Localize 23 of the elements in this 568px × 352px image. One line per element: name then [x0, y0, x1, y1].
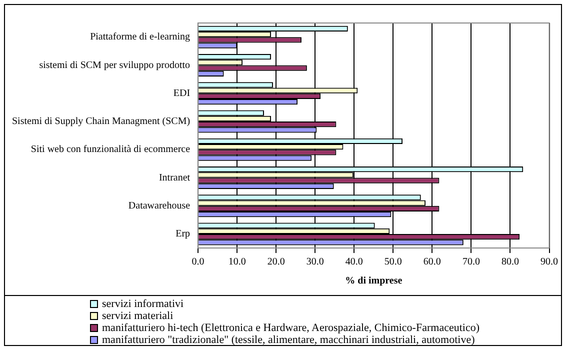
y-tick-label: Datawarehouse: [128, 200, 191, 212]
y-tick-label: Erp: [176, 228, 190, 240]
x-tick-label: 50.0: [384, 256, 402, 268]
x-tick-label: 90.0: [540, 256, 558, 268]
y-tick-label: Sistemi di Supply Chain Managment (SCM): [12, 116, 190, 128]
y-tick-label: EDI: [173, 88, 190, 99]
legend-label: manifatturiero hi-tech (Elettronica e Hardware, Aerospaziale, Chimico-Farmaceutico): [102, 322, 480, 334]
x-axis-title: % di imprese: [345, 276, 403, 287]
legend-label: servizi materiali: [102, 310, 174, 322]
legend-label: servizi informativi: [102, 298, 184, 310]
x-tick-label: 80.0: [501, 256, 519, 268]
y-tick-label: Intranet: [158, 172, 190, 184]
y-tick-label: sistemi di SCM per sviluppo prodotto: [39, 60, 190, 71]
x-tick-label: 70.0: [462, 256, 480, 268]
y-tick-label: Piattaforme di e-learning: [90, 32, 190, 43]
x-tick-label: 20.0: [267, 256, 285, 268]
x-tick-label: 0.0: [192, 256, 204, 268]
x-tick-label: 60.0: [423, 256, 441, 268]
legend-label: manifatturiero "tradizionale" (tessile, alimentare, macchinari industriali, automotive): [102, 334, 475, 346]
y-tick-label: Siti web con funzionalità di ecommerce: [30, 144, 191, 156]
x-tick-label: 10.0: [228, 256, 246, 268]
x-tick-label: 40.0: [345, 256, 363, 268]
x-tick-label: 30.0: [306, 256, 324, 268]
